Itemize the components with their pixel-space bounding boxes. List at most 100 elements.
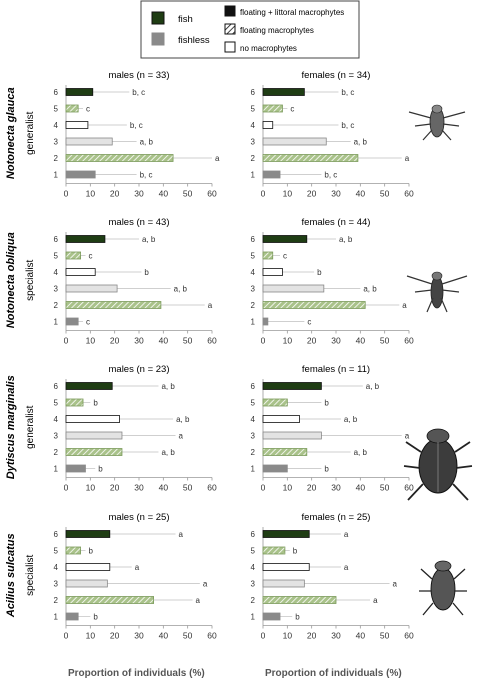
bar [65,596,154,604]
x-tick-label: 50 [380,189,390,199]
species-label: Acilius sulcatus [5,533,17,618]
panel-females: females (n = 44) 0 10 20 30 40 50 60 1 c 2 a 3 a, b 4 b… [251,217,414,346]
significance-letter: c [307,318,311,327]
category-label: 1 [251,613,256,622]
significance-letter: b, c [324,171,337,180]
category-label: 6 [54,382,59,391]
x-tick-label: 10 [86,483,96,493]
x-tick-label: 50 [183,189,193,199]
x-tick-label: 50 [183,336,193,346]
significance-letter: a [344,530,349,539]
bar [65,546,81,555]
bar [262,431,322,440]
bar [65,170,96,179]
category-label: 4 [54,268,59,277]
category-label: 5 [54,399,59,408]
legend-frame [140,0,360,59]
species-label: Notonecta obliqua [5,232,17,328]
significance-letter: b [88,547,93,556]
legend-swatch-floating-littoral [224,5,236,17]
x-tick-label: 60 [404,631,414,641]
category-label: 6 [54,88,59,97]
significance-letter: a, b [354,138,368,147]
x-tick-label: 0 [261,189,266,199]
x-tick-label: 30 [331,336,341,346]
bar [65,121,89,129]
x-tick-label: 30 [331,189,341,199]
panel-females: females (n = 25) 0 10 20 30 40 50 60 1 b 2 a 3 a 4 a 5 b 6… [251,512,414,641]
bar [262,596,337,604]
bar [262,530,310,538]
significance-letter: a [135,563,140,572]
panel-title: males (n = 25) [109,512,170,523]
significance-letter: b [144,268,149,277]
x-axis-title-left: Proportion of individuals (%) [68,668,205,679]
x-tick-label: 0 [64,336,69,346]
panel-title: females (n = 34) [302,70,371,81]
bar [262,382,322,390]
bar [262,579,305,588]
category-label: 2 [251,448,256,457]
x-tick-label: 60 [404,189,414,199]
significance-letter: a, b [363,285,377,294]
bar [262,464,288,473]
category-label: 5 [54,547,59,556]
significance-letter: b [293,547,298,556]
bar [262,235,308,243]
significance-letter: a, b [174,285,188,294]
x-tick-label: 20 [307,631,317,641]
panel-females: females (n = 11) 0 10 20 30 40 50 60 1 b 2 a, b 3 a 4 a… [251,364,414,493]
significance-letter: a, b [366,382,380,391]
significance-letter: b [324,465,329,474]
diving-beetle-illustration-1 [403,428,473,501]
category-label: 1 [54,318,59,327]
significance-letter: a [405,154,410,163]
x-tick-label: 0 [261,336,266,346]
significance-letter: b, c [132,88,145,97]
guild-label: specialist [25,259,36,300]
x-tick-label: 30 [331,631,341,641]
x-tick-label: 10 [86,631,96,641]
x-tick-label: 10 [283,483,293,493]
bar [262,301,366,309]
legend-label-fishless: fishless [178,35,210,46]
bar [65,579,108,588]
legend-label-floating: floating macrophytes [240,26,314,35]
significance-letter: a, b [161,382,175,391]
panel-title: females (n = 25) [302,512,371,523]
bar [262,563,310,571]
significance-letter: a, b [142,235,156,244]
bar [65,317,79,326]
x-axis-title-right: Proportion of individuals (%) [265,668,402,679]
category-label: 3 [54,432,59,441]
significance-letter: a [179,432,184,441]
bar [65,104,79,113]
guild-label: generalist [25,405,36,449]
category-label: 2 [251,301,256,310]
legend-label-fish: fish [178,14,193,25]
category-label: 6 [251,88,256,97]
bar [65,431,123,440]
x-tick-label: 30 [134,631,144,641]
bar [65,530,111,538]
significance-letter: b [98,465,103,474]
significance-letter: b, c [341,121,354,130]
bar [65,235,106,243]
panel-title: females (n = 11) [302,364,370,375]
bar [262,88,305,96]
category-label: 2 [54,448,59,457]
x-tick-label: 20 [110,631,120,641]
category-label: 2 [54,154,59,163]
significance-letter: a [402,301,407,310]
category-label: 4 [54,121,59,130]
species-label: Notonecta glauca [5,87,17,179]
bar [262,268,283,276]
x-tick-label: 20 [307,189,317,199]
bar [65,137,113,146]
x-tick-label: 0 [261,631,266,641]
panel-title: males (n = 43) [109,217,170,228]
category-label: 1 [54,465,59,474]
category-label: 1 [54,171,59,180]
category-label: 4 [251,268,256,277]
